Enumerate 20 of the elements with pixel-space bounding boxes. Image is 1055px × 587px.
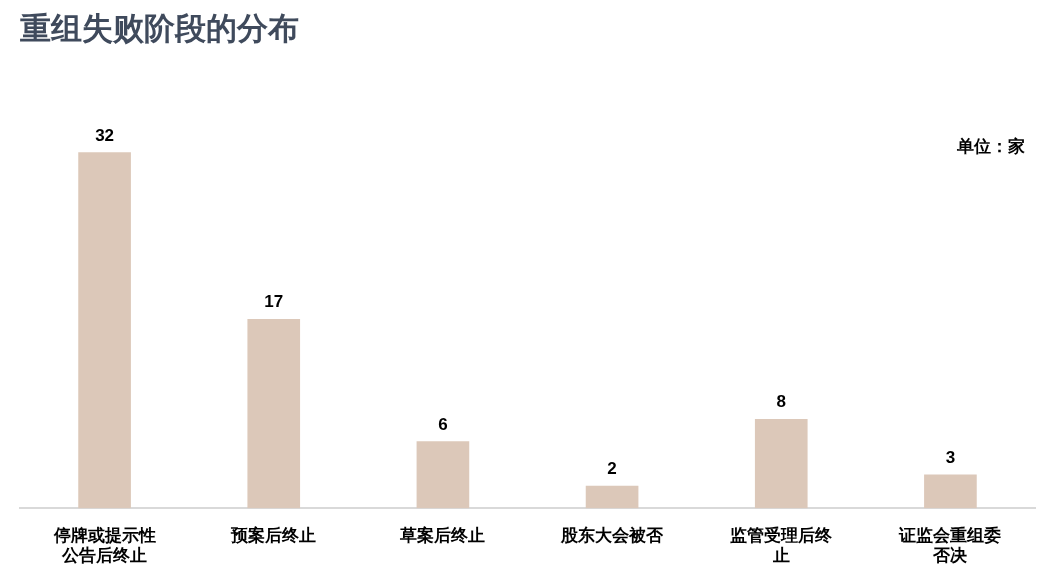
- bar: [924, 474, 977, 509]
- data-label: 8: [776, 392, 786, 412]
- x-tick-label: 证监会重组委否决: [898, 526, 1002, 566]
- bar: [416, 441, 470, 509]
- data-label: 3: [945, 448, 956, 468]
- chart-title: 重组失败阶段的分布: [20, 11, 299, 47]
- data-label: 32: [95, 125, 115, 145]
- x-tick-label: 停牌或提示性公告后终止: [52, 526, 156, 566]
- bar: [754, 418, 808, 509]
- data-label: 17: [264, 292, 284, 312]
- x-tick-label: 监管受理后终止: [730, 526, 834, 566]
- x-tick-label: 股东大会被否: [560, 526, 665, 546]
- x-tick-label: 草案后终止: [399, 525, 486, 546]
- data-label: 2: [607, 459, 617, 479]
- data-label: 6: [438, 414, 448, 434]
- bar: [247, 318, 301, 509]
- bar: [585, 485, 639, 509]
- annotation: 单位：家: [956, 136, 1025, 156]
- x-tick-label: 预案后终止: [230, 525, 317, 546]
- bar: [78, 152, 131, 509]
